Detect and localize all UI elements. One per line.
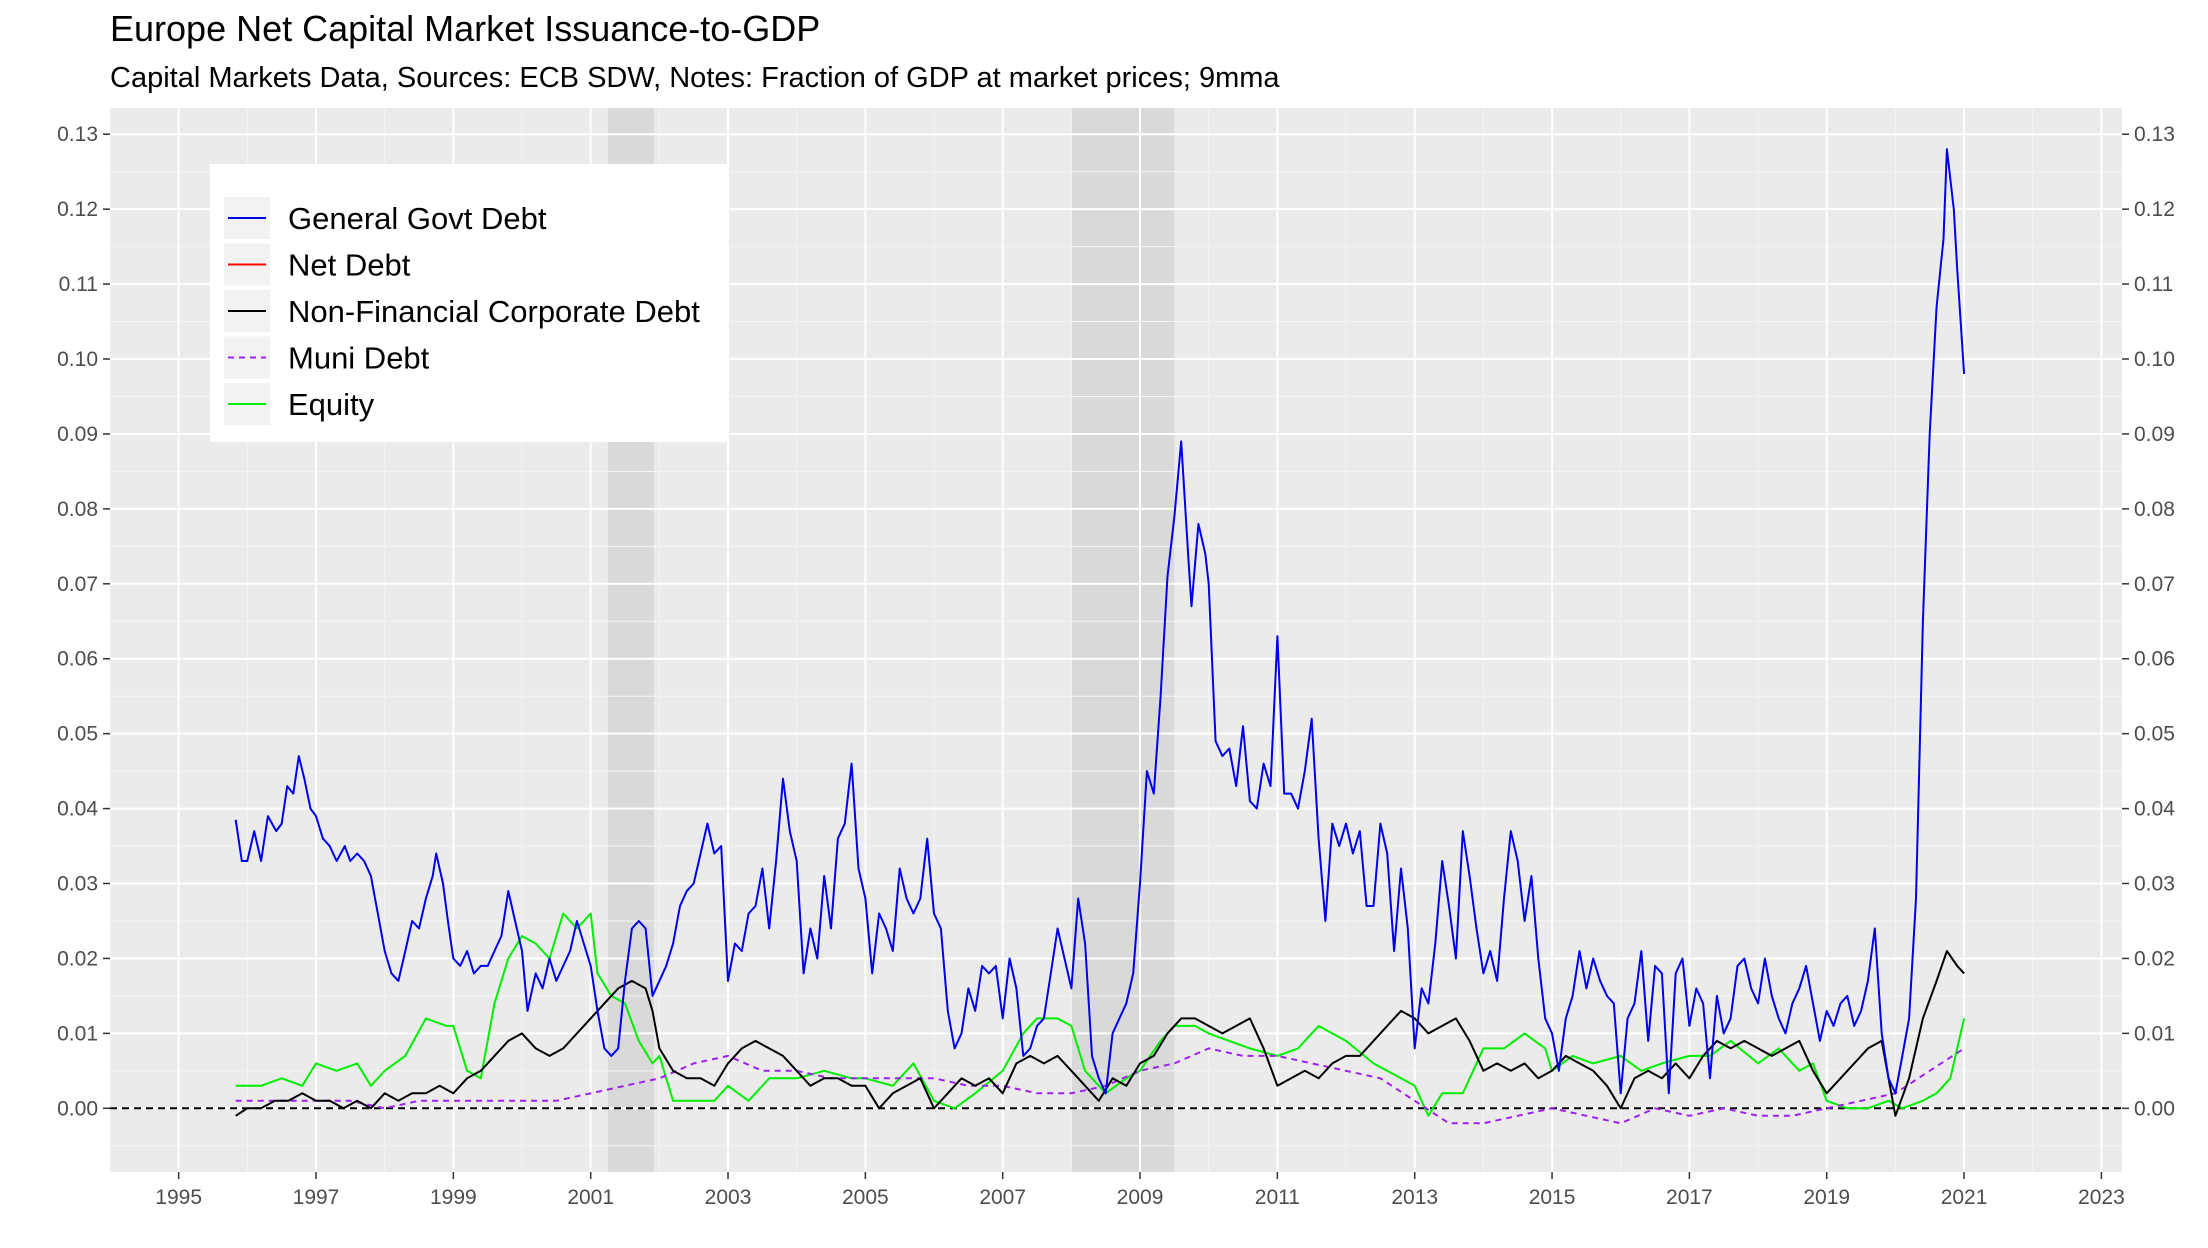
y-tick-label-left: 0.07 — [57, 573, 98, 596]
x-tick-label: 2009 — [1117, 1186, 1164, 1209]
y-tick-label-right: 0.00 — [2134, 1097, 2175, 1120]
x-tick-label: 2021 — [1941, 1186, 1988, 1209]
chart-title: Europe Net Capital Market Issuance-to-GD… — [110, 8, 821, 49]
y-tick-label-right: 0.01 — [2134, 1022, 2175, 1045]
legend-label: Equity — [288, 387, 375, 422]
y-tick-label-left: 0.09 — [57, 423, 98, 446]
x-tick-label: 2001 — [567, 1186, 614, 1209]
y-tick-label-left: 0.10 — [57, 348, 98, 371]
series-line-non-financial-corporate-debt — [235, 950, 1965, 1117]
legend-label: General Govt Debt — [288, 201, 547, 236]
x-tick-label: 1997 — [293, 1186, 340, 1209]
y-tick-label-right: 0.06 — [2134, 648, 2175, 671]
y-tick-label-right: 0.03 — [2134, 873, 2175, 896]
y-tick-label-left: 0.00 — [57, 1097, 98, 1120]
y-tick-label-right: 0.13 — [2134, 123, 2175, 146]
x-tick-label: 2015 — [1529, 1186, 1576, 1209]
x-tick-label: 2019 — [1803, 1186, 1850, 1209]
y-tick-label-left: 0.03 — [57, 873, 98, 896]
y-tick-label-left: 0.01 — [57, 1022, 98, 1045]
y-tick-label-left: 0.13 — [57, 123, 98, 146]
legend-label: Muni Debt — [288, 341, 430, 376]
y-tick-label-right: 0.11 — [2134, 273, 2173, 296]
y-tick-label-right: 0.05 — [2134, 723, 2175, 746]
y-tick-label-left: 0.06 — [57, 648, 98, 671]
y-tick-label-left: 0.04 — [57, 798, 98, 821]
x-tick-label: 1999 — [430, 1186, 477, 1209]
y-tick-label-left: 0.08 — [57, 498, 98, 521]
legend-box — [210, 164, 728, 442]
y-tick-label-right: 0.08 — [2134, 498, 2175, 521]
legend-label: Net Debt — [288, 248, 411, 283]
x-tick-label: 1995 — [155, 1186, 202, 1209]
x-tick-label: 2011 — [1255, 1186, 1300, 1209]
y-tick-label-right: 0.02 — [2134, 947, 2175, 970]
y-tick-label-right: 0.04 — [2134, 798, 2175, 821]
chart-subtitle: Capital Markets Data, Sources: ECB SDW, … — [110, 62, 1280, 94]
x-tick-label: 2007 — [979, 1186, 1026, 1209]
y-tick-label-right: 0.10 — [2134, 348, 2175, 371]
x-tick-label: 2003 — [705, 1186, 752, 1209]
x-tick-label: 2013 — [1391, 1186, 1438, 1209]
y-tick-label-left: 0.12 — [57, 198, 98, 221]
y-tick-label-right: 0.07 — [2134, 573, 2175, 596]
x-tick-label: 2023 — [2078, 1186, 2125, 1209]
series-line-general-govt-debt — [234, 148, 1966, 1095]
x-tick-label: 2017 — [1666, 1186, 1713, 1209]
y-tick-label-left: 0.11 — [59, 273, 98, 296]
x-tick-label: 2005 — [842, 1186, 889, 1209]
legend-label: Non-Financial Corporate Debt — [288, 294, 700, 329]
y-tick-label-left: 0.02 — [57, 947, 98, 970]
y-tick-label-left: 0.05 — [57, 723, 98, 746]
y-tick-label-right: 0.12 — [2134, 198, 2175, 221]
y-tick-label-right: 0.09 — [2134, 423, 2175, 446]
